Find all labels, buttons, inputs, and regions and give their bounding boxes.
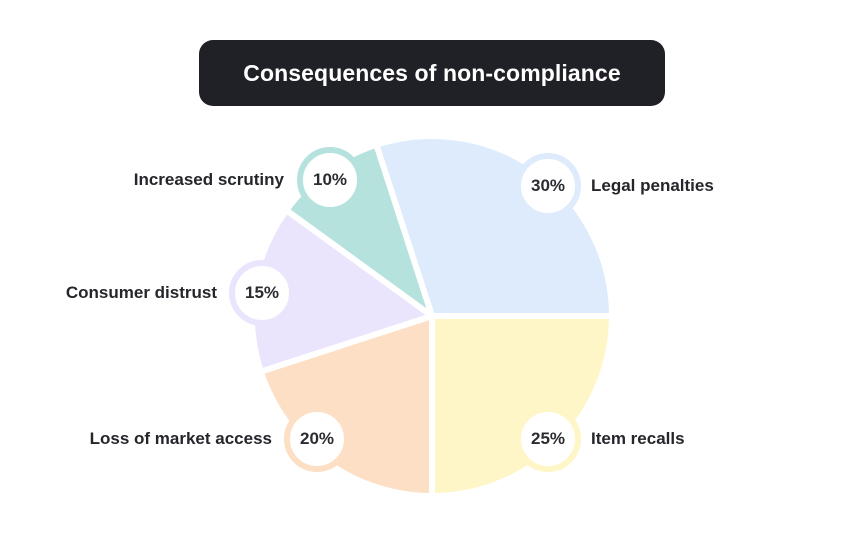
percent-value: 30% — [530, 176, 566, 195]
percent-bubble-loss-of-market-access: 20% — [284, 406, 350, 472]
percent-bubble-item-recalls: 25% — [515, 406, 581, 472]
slice-label-increased-scrutiny: Increased scrutiny — [133, 170, 284, 189]
percent-value: 15% — [244, 283, 280, 302]
slice-label-loss-of-market-access: Loss of market access — [89, 429, 272, 448]
chart-title-banner: Consequences of non-compliance — [199, 40, 665, 106]
percent-value: 20% — [299, 429, 335, 448]
percent-bubble-consumer-distrust: 15% — [229, 260, 295, 326]
pie-slice-item-recalls — [429, 313, 615, 499]
chart-title: Consequences of non-compliance — [243, 59, 621, 86]
percent-value: 25% — [530, 429, 566, 448]
slice-label-legal-penalties: Legal penalties — [591, 176, 714, 195]
percent-bubble-increased-scrutiny: 10% — [297, 147, 363, 213]
slice-label-consumer-distrust: Consumer distrust — [65, 283, 217, 302]
percent-bubble-legal-penalties: 30% — [515, 153, 581, 219]
slice-label-item-recalls: Item recalls — [591, 429, 685, 448]
percent-value: 10% — [312, 170, 348, 189]
